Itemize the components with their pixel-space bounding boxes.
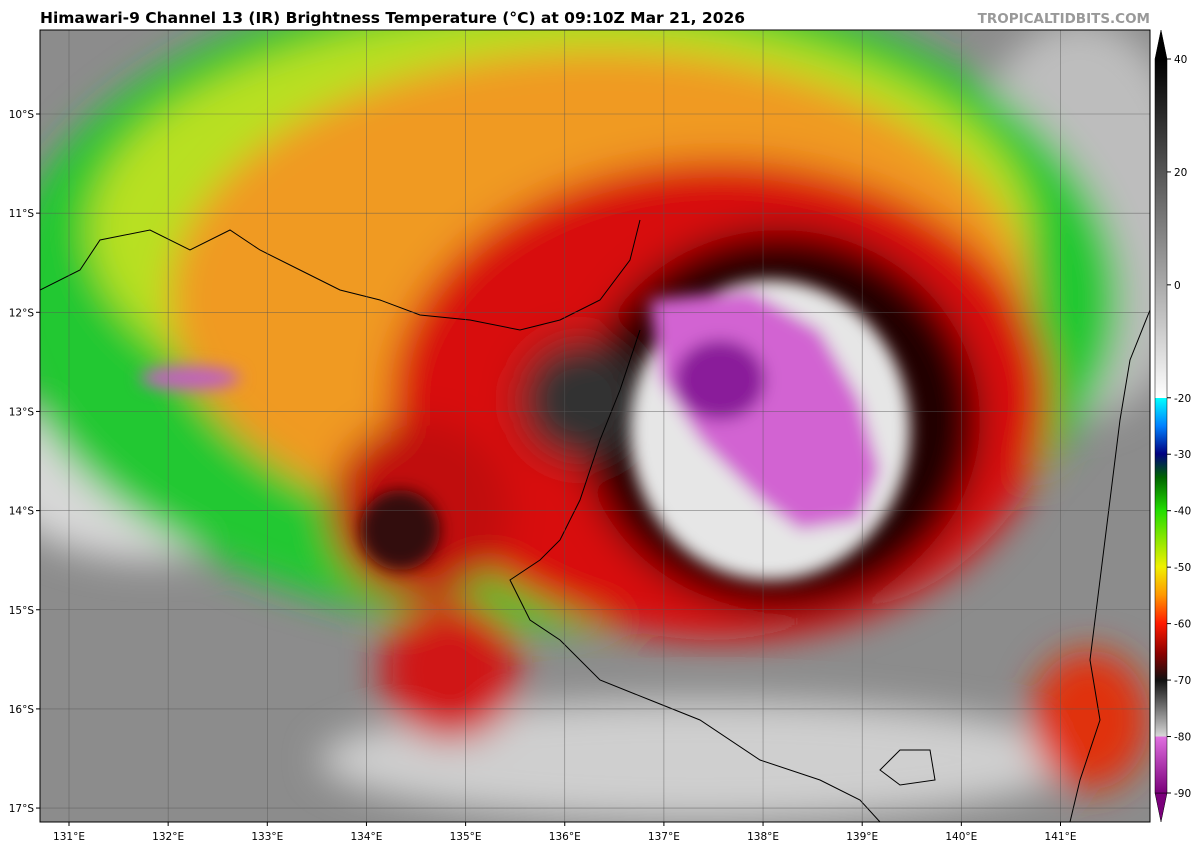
colorbar-bar <box>1154 58 1168 794</box>
colorbar: 40 20 0 -20 -30 -40 -50 -60 -70 -80 -90 <box>1154 29 1191 823</box>
colorbar-tick-label: -20 <box>1174 393 1191 405</box>
lat-label: 13°S <box>9 406 35 418</box>
colorbar-tick-label: -80 <box>1174 732 1191 744</box>
colorbar-tick-label: 0 <box>1174 280 1181 292</box>
coastlines <box>40 219 1150 822</box>
lon-label: 135°E <box>450 831 482 843</box>
lat-label: 17°S <box>9 803 35 815</box>
lon-label: 136°E <box>549 831 581 843</box>
lon-label: 137°E <box>648 831 680 843</box>
lat-label: 16°S <box>9 704 35 716</box>
lon-label: 131°E <box>53 831 85 843</box>
colorbar-max-extension <box>1154 29 1168 60</box>
lat-label: 12°S <box>9 307 35 319</box>
lon-label: 139°E <box>846 831 878 843</box>
colorbar-tick-label: -30 <box>1174 449 1191 461</box>
lon-label: 140°E <box>945 831 977 843</box>
lat-label: 14°S <box>9 506 35 518</box>
colorbar-tick-label: -90 <box>1174 788 1191 800</box>
colorbar-tick-label: -70 <box>1174 675 1191 687</box>
map-frame <box>39 29 1151 823</box>
satellite-image <box>40 30 1150 822</box>
credit: TROPICALTIDBITS.COM <box>977 11 1150 27</box>
lon-label: 138°E <box>747 831 779 843</box>
colorbar-tick-label: 40 <box>1174 54 1187 66</box>
lon-label: 134°E <box>350 831 382 843</box>
lat-label: 15°S <box>9 605 35 617</box>
lat-label: 11°S <box>9 208 35 220</box>
colorbar-tick-label: -40 <box>1174 506 1191 518</box>
lat-label: 10°S <box>9 109 35 121</box>
title: Himawari-9 Channel 13 (IR) Brightness Te… <box>40 9 746 27</box>
colorbar-tick-label: -60 <box>1174 619 1191 631</box>
colorbar-min-extension <box>1154 792 1168 823</box>
lon-label: 132°E <box>152 831 184 843</box>
colorbar-tick-label: -50 <box>1174 562 1191 574</box>
colorbar-tick-label: 20 <box>1174 167 1187 179</box>
lon-label: 141°E <box>1045 831 1077 843</box>
lon-label: 133°E <box>251 831 283 843</box>
